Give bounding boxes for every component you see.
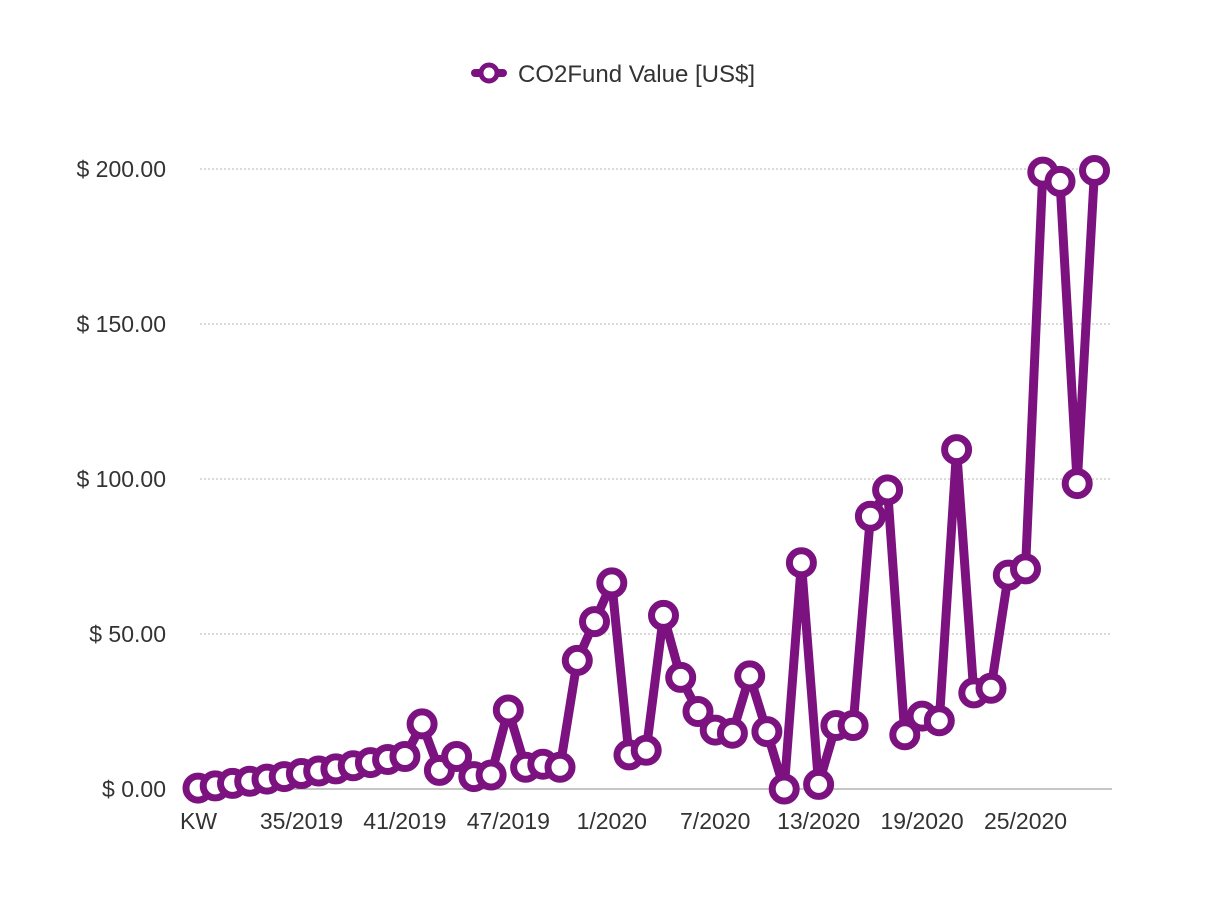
data-point: [872, 474, 904, 506]
data-point: [941, 434, 973, 466]
x-tick-label: 13/2020: [777, 808, 860, 834]
data-point: [406, 708, 438, 740]
data-point: [889, 719, 921, 751]
x-tick-label: 41/2019: [363, 808, 446, 834]
data-point: [682, 696, 714, 727]
data-point: [1044, 165, 1076, 197]
data-point: [648, 599, 679, 631]
data-point: [579, 606, 610, 638]
data-point: [785, 547, 817, 579]
data-point: [854, 500, 886, 532]
legend-series-label: CO2Fund Value [US$]: [518, 61, 755, 88]
data-point: [441, 741, 473, 772]
x-tick-label: 47/2019: [467, 808, 550, 834]
x-tick-label: 35/2019: [260, 808, 343, 834]
data-point: [768, 773, 800, 805]
data-points: [182, 155, 1110, 805]
data-point: [1079, 155, 1110, 186]
y-tick-label: $ 200.00: [76, 156, 166, 182]
data-point: [923, 705, 955, 737]
x-tick-label: 25/2020: [984, 808, 1067, 834]
data-point: [596, 567, 628, 599]
x-tick-label: 7/2020: [680, 808, 750, 834]
data-point: [803, 768, 835, 800]
data-point: [475, 759, 507, 791]
data-point: [389, 741, 421, 772]
data-point: [492, 694, 524, 726]
x-axis-tick-labels: KW 35/2019 41/2019 47/2019 1/2020 7/2020 13/20…: [180, 808, 1067, 834]
data-point: [751, 716, 783, 748]
x-tick-label: 19/2020: [881, 808, 964, 834]
data-point: [1010, 553, 1041, 585]
y-tick-label: $ 150.00: [76, 311, 166, 337]
legend: CO2Fund Value [US$]: [471, 61, 755, 88]
data-point: [837, 710, 869, 741]
legend-marker-swatch: [478, 62, 500, 84]
data-point: [975, 672, 1007, 704]
data-point: [544, 751, 576, 783]
data-point: [1061, 468, 1093, 500]
y-axis-tick-labels: $ 200.00 $ 150.00 $ 100.00 $ 50.00 $ 0.00: [76, 156, 166, 802]
data-point: [734, 660, 766, 692]
data-point: [716, 717, 748, 749]
y-tick-label: $ 100.00: [76, 466, 166, 492]
x-tick-label: 1/2020: [577, 808, 647, 834]
data-point: [561, 644, 593, 676]
y-tick-label: $ 50.00: [89, 621, 166, 647]
y-tick-label: $ 0.00: [102, 776, 166, 802]
x-tick-label: KW: [180, 808, 217, 834]
data-point: [665, 661, 697, 693]
data-point: [630, 734, 662, 766]
